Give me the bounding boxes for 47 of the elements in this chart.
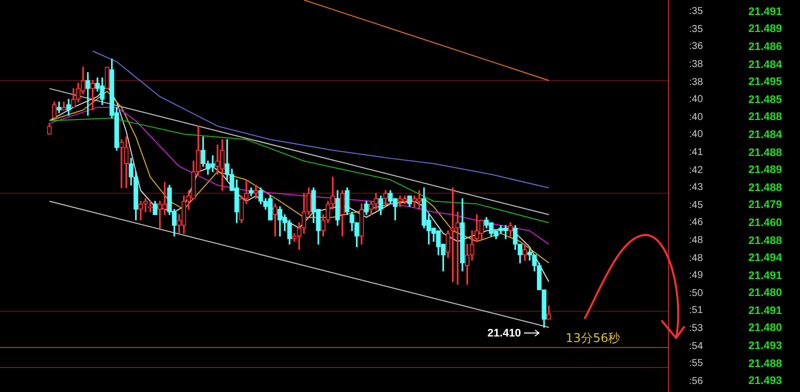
text: :46 [689,217,703,228]
text: :43 [689,182,703,194]
text: :48 [689,235,703,246]
text: 21.491 [748,304,782,317]
text: 21.460 [748,216,782,229]
text: 21.494 [748,252,782,264]
text: 21.484 [748,128,782,141]
candlestick [254,184,258,199]
text: 21.485 [748,94,782,106]
text: :40 [689,129,703,140]
text: :38 [689,59,703,70]
text: 21.488 [748,358,782,370]
text: 21.491 [748,270,782,282]
text: :38 [689,76,703,88]
text: 21.493 [748,340,782,352]
text: :35 [689,6,703,18]
text: :50 [689,288,703,299]
text: :48 [689,252,703,264]
text: 21.489 [748,23,782,36]
text: 21.493 [748,375,782,388]
text: :56 [689,376,703,387]
text: 21.495 [748,76,782,88]
text: :40 [689,94,703,106]
text: 21.488 [748,146,782,159]
text: 21.488 [748,182,782,194]
text: :35 [689,24,703,35]
text: :55 [689,358,703,370]
text: :41 [689,147,703,158]
text: :51 [689,305,703,316]
text: :36 [689,41,703,52]
text: :54 [689,340,703,352]
text: 21.486 [748,40,782,53]
text: 21.479 [748,199,782,212]
text: :49 [689,270,703,282]
text: 21.491 [748,6,782,18]
text: 21.480 [748,322,782,334]
text: 21.480 [748,287,782,300]
annotation: 21.410 [487,327,522,340]
text: 13分56秒 [566,331,620,346]
text: 21.488 [748,111,782,124]
text: :40 [689,112,703,123]
text: 21.489 [748,164,782,176]
text: 21.484 [748,58,782,71]
text: :53 [689,322,703,334]
text: :45 [689,200,703,211]
text: :42 [689,164,703,176]
text: 21.488 [748,234,782,247]
